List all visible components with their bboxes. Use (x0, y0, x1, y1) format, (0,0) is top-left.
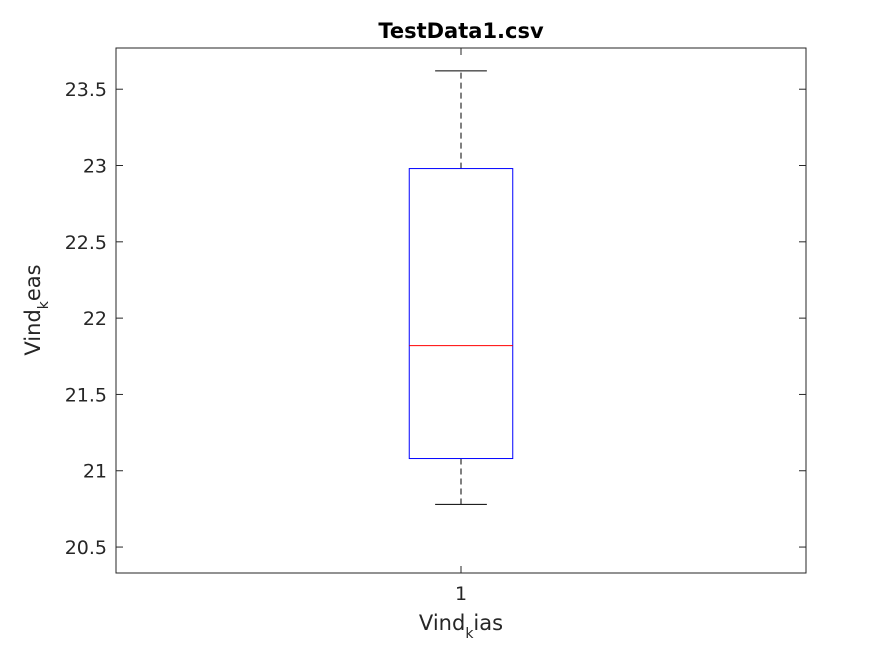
x-axis-label-main: Vind (419, 611, 465, 635)
y-axis-label-rest: eas (21, 264, 45, 301)
y-tick-label: 23.5 (65, 79, 107, 101)
axes-frame (115, 47, 807, 574)
x-axis-label-subscript: k (465, 626, 474, 642)
y-tick-label: 20.5 (65, 537, 107, 559)
axis-ticks: 20.5 21 21.5 22 22.5 23 23.5 1 (65, 48, 806, 605)
x-tick-label: 1 (455, 583, 467, 605)
box-marks (408, 70, 514, 505)
chart-title: TestData1.csv (378, 19, 544, 43)
y-tick-label: 22.5 (65, 232, 107, 254)
y-tick-label: 23 (83, 156, 107, 178)
y-axis-label: Vindkeas (21, 264, 52, 355)
x-axis-label-rest: ias (473, 611, 503, 635)
interquartile-box (408, 168, 514, 460)
y-tick-label: 22 (83, 308, 107, 330)
y-axis-label-main: Vind (21, 309, 45, 355)
y-axis-label-subscript: k (36, 300, 52, 309)
x-axis-label: Vindkias (419, 611, 503, 642)
y-tick-label: 21.5 (65, 384, 107, 406)
y-tick-label: 21 (83, 461, 107, 483)
